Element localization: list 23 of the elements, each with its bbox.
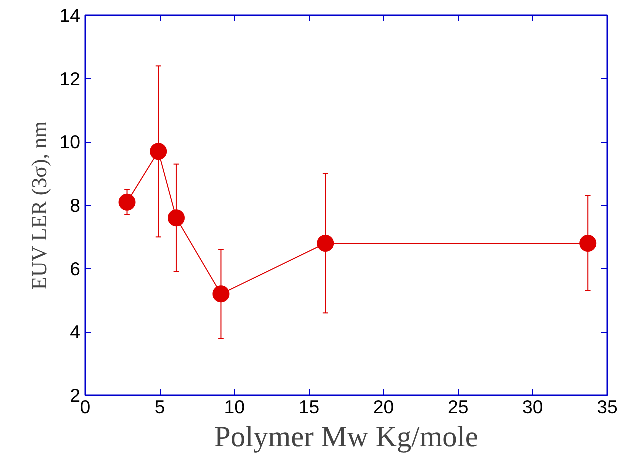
y-tick-label: 4	[70, 322, 81, 343]
x-tick-label: 30	[522, 396, 544, 418]
point	[168, 210, 185, 227]
x-tick-label: 5	[154, 396, 166, 418]
x-tick-label: 0	[80, 396, 91, 418]
point	[118, 194, 136, 211]
y-tick-label: 6	[70, 258, 81, 280]
x-tick-label: 15	[298, 396, 320, 418]
y-tick-label: 8	[70, 195, 81, 216]
y-axis-title: EUV LER (3σ), nm	[28, 120, 52, 290]
point	[580, 235, 597, 252]
point	[317, 235, 334, 252]
x-tick-label: 25	[448, 396, 469, 418]
x-axis-title: Polymer Mw Kg/mole	[214, 422, 478, 454]
y-tick-label: 12	[60, 68, 81, 90]
y-tick-label: 10	[60, 132, 81, 153]
y-tick-label: 14	[60, 5, 81, 26]
y-tick-label: 2	[70, 385, 81, 406]
x-tick-label: 10	[224, 396, 246, 418]
point	[212, 286, 230, 303]
point	[150, 143, 168, 160]
x-tick-label: 20	[373, 396, 394, 418]
x-tick-label: 35	[597, 396, 618, 418]
